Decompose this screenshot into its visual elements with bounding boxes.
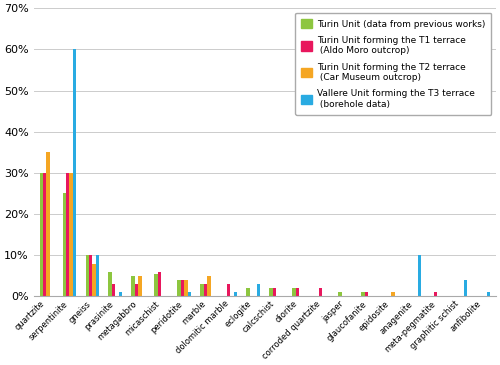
Bar <box>200 284 204 296</box>
Bar <box>296 288 300 296</box>
Bar <box>246 288 250 296</box>
Bar <box>86 255 89 296</box>
Bar <box>270 288 273 296</box>
Bar <box>227 284 230 296</box>
Bar <box>138 276 142 296</box>
Bar <box>108 272 112 296</box>
Bar <box>43 173 46 296</box>
Bar <box>158 272 162 296</box>
Bar <box>204 284 208 296</box>
Bar <box>208 276 211 296</box>
Bar <box>434 292 437 296</box>
Bar <box>40 173 43 296</box>
Bar <box>132 276 135 296</box>
Bar <box>365 292 368 296</box>
Bar <box>273 288 276 296</box>
Bar <box>464 280 467 296</box>
Bar <box>70 173 73 296</box>
Bar <box>257 284 260 296</box>
Bar <box>66 173 70 296</box>
Bar <box>92 264 96 296</box>
Bar <box>418 255 421 296</box>
Bar <box>338 292 342 296</box>
Bar <box>234 292 237 296</box>
Legend: Turin Unit (data from previous works), Turin Unit forming the T1 terrace
 (Aldo : Turin Unit (data from previous works), T… <box>295 13 492 115</box>
Bar <box>391 292 394 296</box>
Bar <box>112 284 116 296</box>
Bar <box>181 280 184 296</box>
Bar <box>119 292 122 296</box>
Bar <box>486 292 490 296</box>
Bar <box>46 152 50 296</box>
Bar <box>73 49 76 296</box>
Bar <box>62 193 66 296</box>
Bar <box>89 255 92 296</box>
Bar <box>184 280 188 296</box>
Bar <box>319 288 322 296</box>
Bar <box>362 292 365 296</box>
Bar <box>188 292 191 296</box>
Bar <box>96 255 100 296</box>
Bar <box>154 274 158 296</box>
Bar <box>292 288 296 296</box>
Bar <box>178 280 181 296</box>
Bar <box>135 284 138 296</box>
